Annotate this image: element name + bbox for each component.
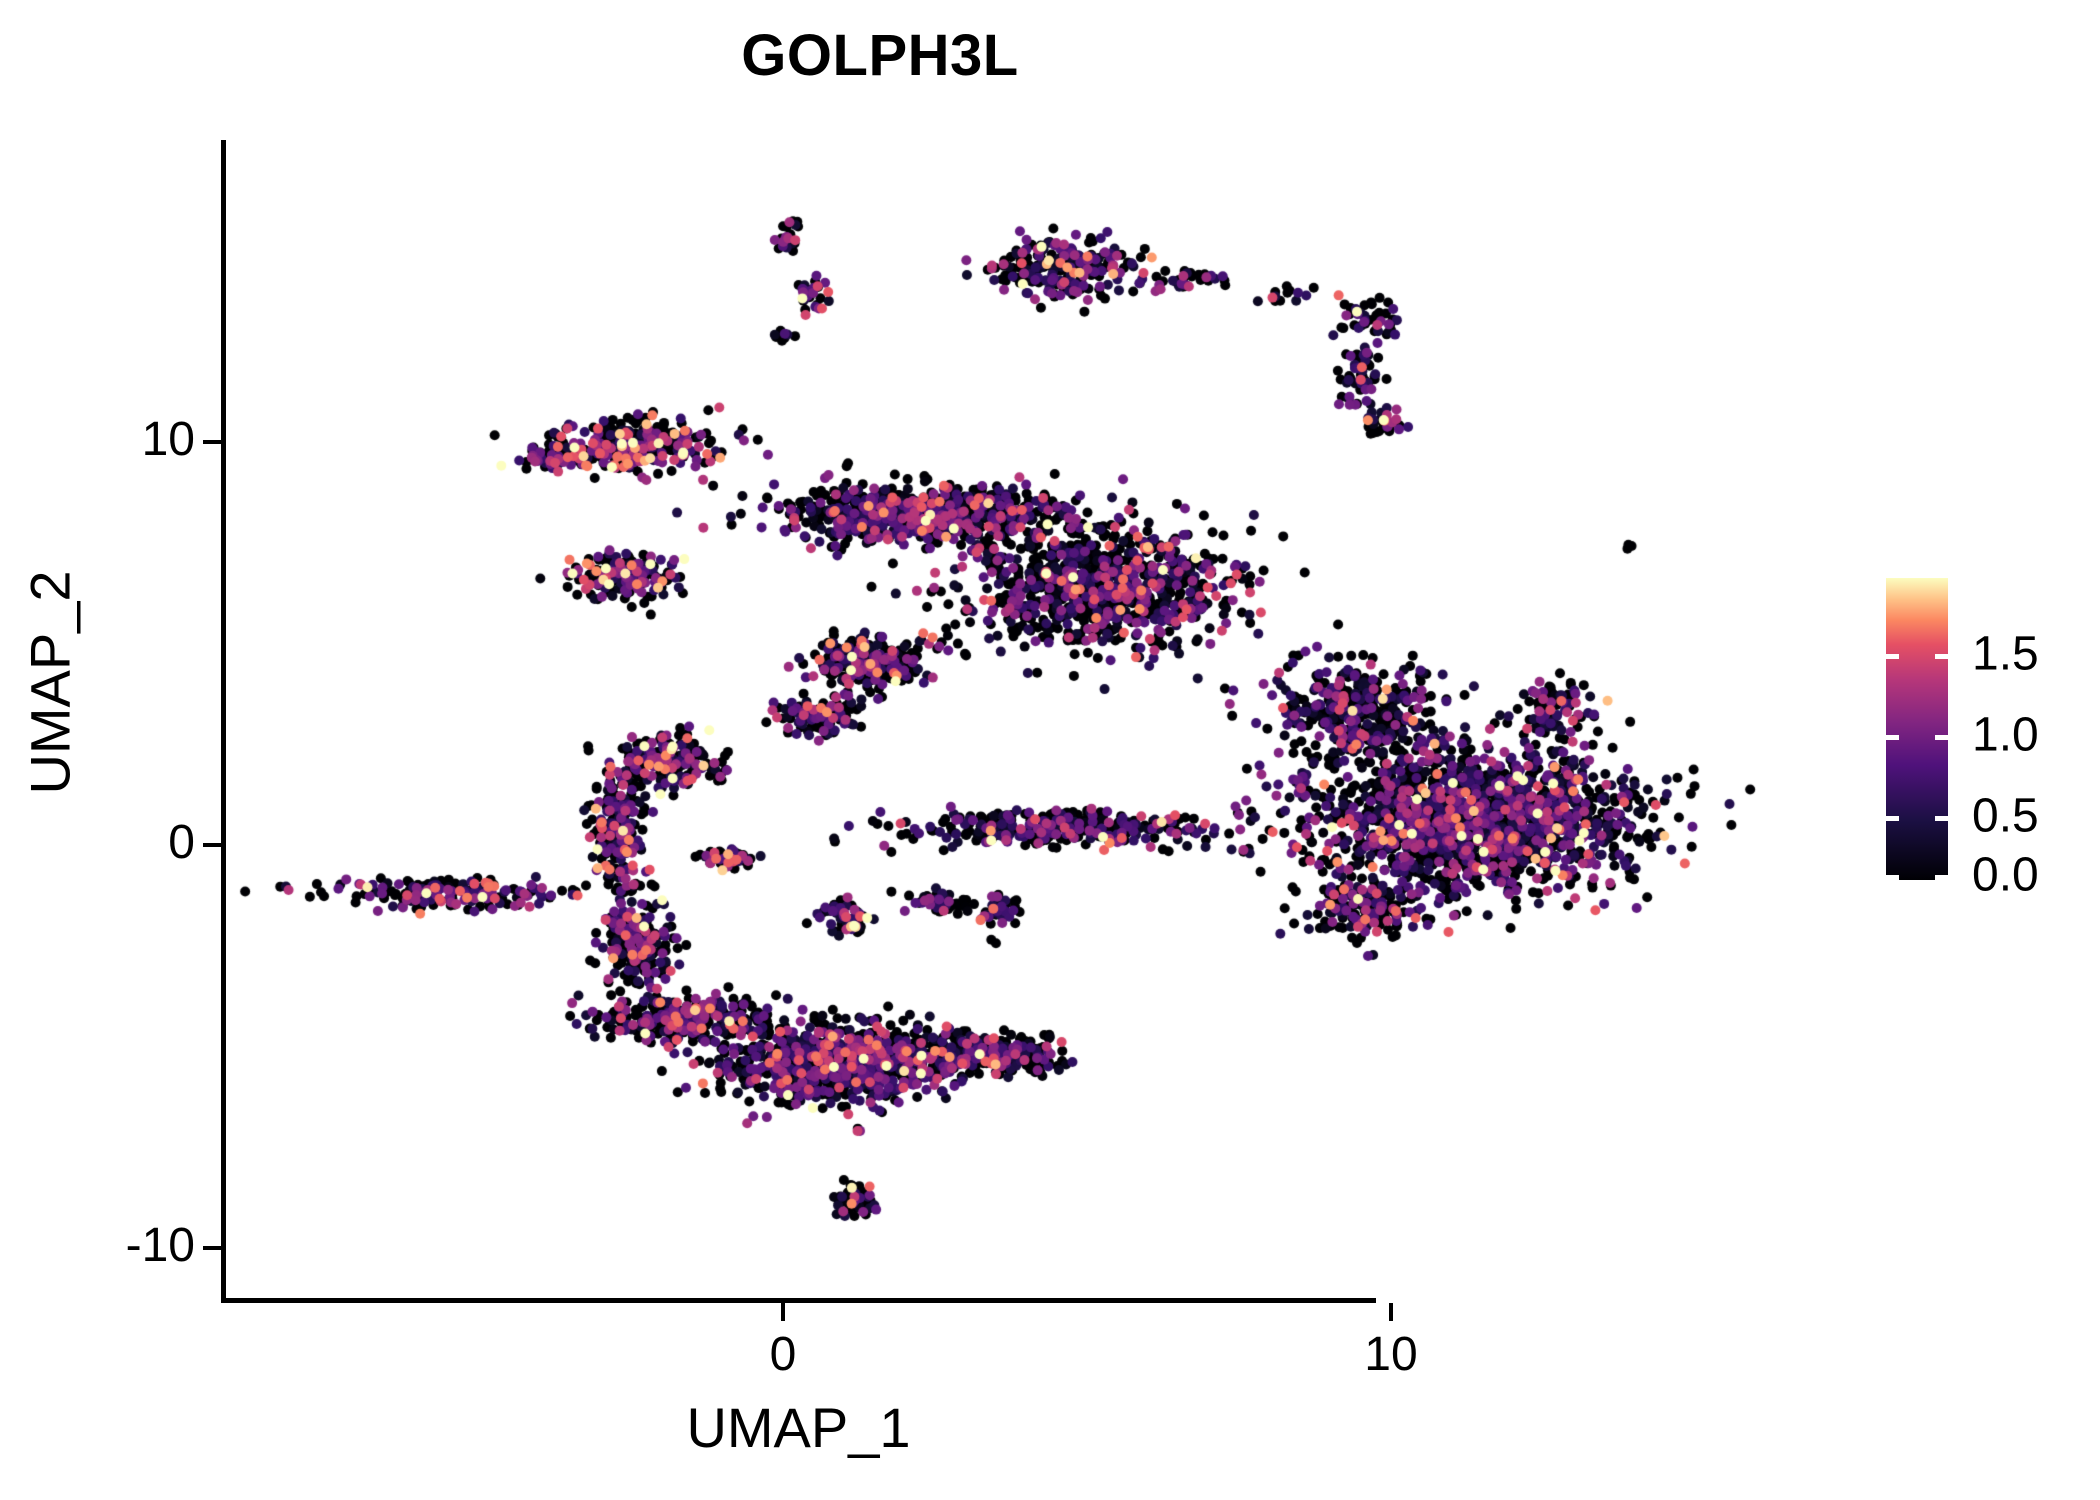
colorbar-label-1-0: 1.0 [1972, 708, 2039, 762]
colorbar-gradient [1886, 578, 1948, 880]
colorbar-label-0-5: 0.5 [1972, 789, 2039, 843]
x-tick-mark-10 [1389, 1303, 1393, 1321]
y-tick-label-neg10: -10 [125, 1219, 195, 1272]
colorbar-label-0-0: 0.0 [1972, 848, 2039, 902]
colorbar-tick-0-5-left [1886, 816, 1899, 821]
x-tick-label-10: 10 [1364, 1328, 1418, 1381]
colorbar-label-1-5: 1.5 [1972, 627, 2039, 681]
colorbar-legend [1886, 578, 1948, 880]
colorbar-tick-1-0-left [1886, 735, 1899, 740]
y-tick-mark-10 [203, 843, 221, 847]
y-tick-label-0: 0 [168, 816, 195, 869]
y-tick-label-10: 10 [141, 413, 195, 466]
colorbar-tick-0-5-right [1935, 816, 1948, 821]
x-axis-label: UMAP_1 [686, 1396, 911, 1459]
colorbar-tick-0-0-left [1886, 875, 1899, 880]
colorbar-tick-0-0-right [1935, 875, 1948, 880]
colorbar-tick-1-5-right [1935, 654, 1948, 659]
y-axis-line [221, 140, 226, 1303]
y-tick-mark-neg10 [203, 1246, 221, 1250]
colorbar-tick-1-0-right [1935, 735, 1948, 740]
colorbar-tick-1-5-left [1886, 654, 1899, 659]
x-tick-mark-0 [781, 1303, 785, 1321]
x-axis-line [221, 1298, 1376, 1303]
x-tick-label-0: 0 [769, 1328, 797, 1381]
y-tick-mark-0 [203, 440, 221, 444]
y-axis-label: UMAP_2 [18, 570, 82, 795]
